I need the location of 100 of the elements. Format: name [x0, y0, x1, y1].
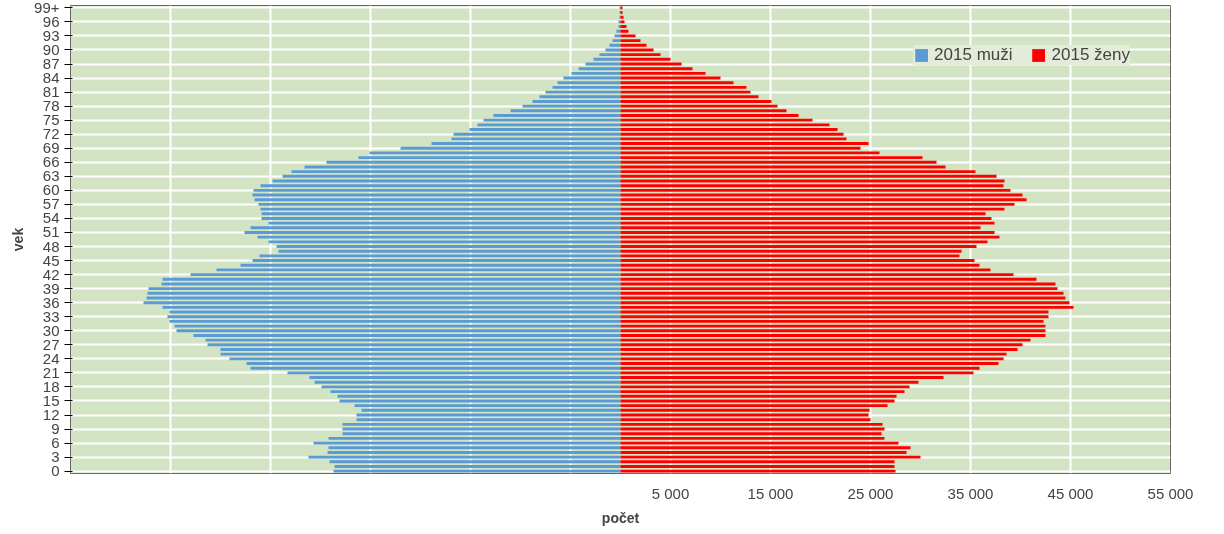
bar [250, 226, 621, 230]
bar [618, 20, 621, 24]
x-tick-label: 5 000 [651, 484, 690, 502]
bar [620, 408, 870, 412]
bar [220, 348, 621, 351]
bar [620, 245, 977, 248]
bar [260, 184, 621, 188]
bar [216, 268, 621, 272]
bar [620, 156, 923, 160]
bar [620, 221, 995, 225]
x-axis-title: počet [601, 509, 640, 526]
bar [469, 128, 621, 131]
bar [571, 71, 621, 75]
bar [254, 198, 621, 202]
bar [620, 174, 997, 178]
bar [342, 432, 621, 436]
bar [578, 67, 621, 71]
bar [261, 212, 621, 216]
bar [252, 259, 621, 263]
bar [313, 441, 621, 445]
bar [431, 142, 621, 146]
bar [342, 422, 621, 426]
bar [190, 273, 621, 277]
bar [620, 390, 905, 394]
bar [620, 259, 975, 263]
bar [258, 202, 621, 206]
bar [620, 333, 1046, 337]
bar [620, 455, 921, 459]
bar [620, 450, 907, 454]
bar [361, 408, 621, 412]
bar [620, 422, 883, 426]
bar [620, 39, 641, 43]
bar [620, 132, 844, 136]
bar [620, 338, 1031, 342]
bar [328, 436, 621, 440]
bar [148, 287, 621, 291]
bar [557, 81, 621, 85]
bar [260, 207, 621, 211]
bar [333, 469, 621, 473]
bar [620, 57, 671, 61]
bar [276, 245, 621, 248]
bar [143, 301, 621, 305]
bar [147, 291, 621, 295]
bar [620, 170, 976, 174]
bar [620, 71, 706, 75]
bar [620, 404, 888, 408]
bar [167, 315, 621, 319]
bar [314, 380, 621, 384]
bar [620, 291, 1064, 295]
bar [510, 109, 621, 113]
bar [620, 114, 799, 117]
bar [330, 390, 621, 394]
x-tick-label: 45 000 [1047, 484, 1094, 502]
bar [308, 455, 621, 459]
bar [620, 394, 897, 398]
bar [614, 34, 621, 38]
legend-label: 2015 muži [934, 45, 1013, 65]
bar [257, 235, 621, 239]
bar [337, 394, 621, 398]
bar [552, 85, 621, 89]
bar [620, 123, 830, 127]
bar [593, 57, 621, 61]
y-tick-label: 12 [42, 406, 60, 423]
bar [620, 287, 1058, 291]
x-tick-label: 55 000 [1147, 484, 1194, 502]
bar [620, 128, 838, 131]
bar [369, 151, 621, 155]
bar [620, 99, 772, 103]
bar [162, 277, 621, 281]
bar [291, 170, 621, 174]
bar [618, 25, 621, 29]
bar [620, 301, 1070, 305]
bar [620, 34, 636, 38]
bar [620, 465, 895, 468]
bar [620, 198, 1027, 202]
bar [176, 329, 621, 333]
bar [620, 231, 995, 234]
bar [620, 319, 1044, 323]
bar [620, 376, 944, 380]
bar [334, 465, 621, 468]
bar [620, 184, 1004, 188]
bar [193, 333, 621, 337]
bar [620, 67, 693, 71]
bar [253, 188, 621, 192]
bar [620, 315, 1049, 319]
bar [620, 277, 1037, 281]
bar [620, 268, 991, 272]
bar [620, 81, 734, 85]
bar [250, 366, 621, 370]
bar [451, 137, 621, 141]
bar [620, 249, 962, 253]
bar [205, 338, 621, 342]
bar [207, 343, 621, 347]
bar [358, 156, 621, 160]
bar [620, 432, 882, 436]
bar [620, 43, 647, 47]
bar [620, 188, 1011, 192]
bar [620, 160, 937, 164]
bar [620, 446, 911, 450]
bar [620, 305, 1074, 309]
